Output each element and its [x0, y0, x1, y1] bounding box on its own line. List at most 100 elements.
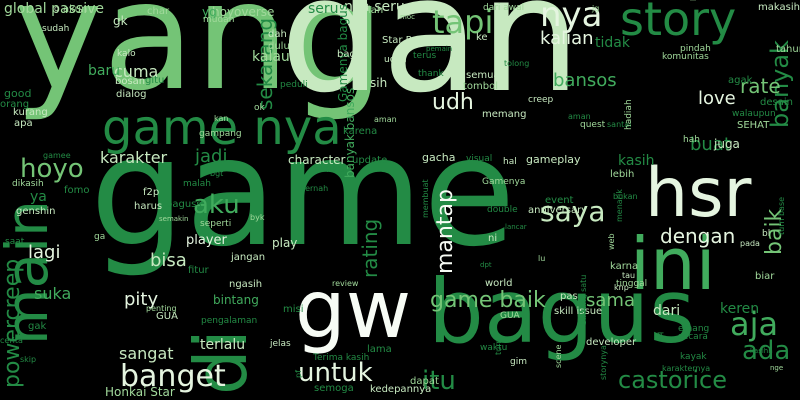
cloud-word: mudah [203, 15, 235, 25]
cloud-word: yang [14, 0, 385, 124]
cloud-word: biar [755, 271, 775, 282]
cloud-word: ya [30, 189, 47, 205]
cloud-word: ga [94, 232, 106, 242]
cloud-word: nge [770, 364, 784, 372]
cloud-word: bisa [150, 250, 187, 271]
cloud-word: memang [482, 109, 527, 120]
cloud-word: bintang satu [579, 274, 588, 325]
cloud-word: semakin [159, 215, 189, 223]
cloud-word: update [352, 155, 388, 166]
cloud-word: play [272, 236, 298, 250]
cloud-word: double [487, 205, 518, 215]
cloud-word: hsr [645, 154, 752, 233]
cloud-word: RPG [326, 165, 345, 175]
cloud-word: jangan [231, 252, 266, 263]
cloud-word: pernah [300, 184, 329, 193]
cloud-word: web [607, 233, 616, 250]
cloud-word: GUA [156, 311, 178, 322]
cloud-word: banyak bansos [343, 87, 357, 178]
cloud-word: visual [466, 154, 493, 164]
cloud-word: karena [343, 126, 378, 137]
cloud-word: hah [683, 135, 700, 145]
cloud-word: misi [283, 304, 304, 315]
cloud-word: ni [488, 233, 498, 244]
cloud-word: Honkai Star [105, 385, 175, 399]
cloud-word: f2p [143, 187, 160, 198]
cloud-word: aku [193, 190, 240, 220]
cloud-word: kalau [252, 49, 290, 65]
cloud-word: cerita [0, 336, 23, 345]
cloud-word: gacha [422, 151, 456, 164]
cloud-word: juga [714, 137, 740, 151]
cloud-word: dari awal [483, 3, 525, 13]
cloud-word: kalo [117, 49, 136, 59]
cloud-word: aja [730, 305, 779, 343]
cloud-word: karakter [100, 148, 168, 167]
cloud-word: hal [503, 157, 517, 167]
cloud-word: knp [614, 283, 629, 292]
cloud-word: skill issue [554, 306, 603, 317]
cloud-word: world [485, 278, 513, 289]
cloud-word: Terima kasih [313, 353, 370, 363]
cloud-word: itu [422, 366, 456, 396]
cloud-word: moc [400, 13, 415, 21]
cloud-word: dialog [116, 89, 147, 100]
cloud-word: membuat [421, 179, 430, 218]
cloud-word: tq [655, 331, 664, 340]
cloud-word: pada [740, 239, 760, 248]
cloud-word: story [620, 0, 737, 46]
cloud-word: gw [295, 263, 412, 356]
cloud-word: bagi [337, 49, 359, 60]
cloud-word: menarik [615, 189, 624, 222]
cloud-word: bukan [613, 192, 638, 201]
cloud-word: aman [374, 115, 397, 124]
cloud-word: pity [124, 289, 159, 310]
cloud-word: Star Rail [382, 35, 425, 46]
cloud-word: malah [183, 179, 212, 189]
cloud-word: bintang [213, 293, 259, 307]
cloud-word: dan [280, 0, 582, 128]
cloud-word: tau [622, 271, 636, 280]
cloud-word: apa [14, 118, 33, 129]
cloud-word: gk [113, 14, 128, 28]
cloud-word: desain [760, 97, 793, 108]
cloud-word: skip [20, 355, 37, 364]
cloud-word: dari [653, 303, 681, 319]
cloud-word: turn [494, 338, 503, 355]
cloud-word: lagi [28, 242, 61, 263]
cloud-word: dulu [268, 41, 290, 52]
cloud-word: penting [146, 304, 177, 313]
cloud-word: tidak [595, 35, 630, 51]
cloud-word: terlalu [200, 337, 246, 353]
cloud-word: bagus [428, 260, 696, 363]
cloud-word: komunitas [662, 52, 709, 62]
cloud-word: semua [466, 70, 500, 81]
cloud-word: peduli [280, 80, 308, 90]
cloud-word: baru [88, 63, 121, 79]
cloud-word: SEHAT [737, 120, 770, 131]
cloud-word: jg [592, 4, 600, 13]
cloud-word: character [288, 153, 346, 167]
cloud-word: cuma [114, 62, 159, 81]
cloud-word: powercreep [0, 258, 25, 388]
cloud-word: waktu [480, 343, 508, 353]
cloud-word: tinggal [616, 279, 648, 289]
cloud-word: udh [432, 90, 474, 115]
cloud-word: tolong [504, 59, 530, 68]
cloud-word: turn base [777, 196, 786, 235]
cloud-word: tapi [432, 3, 494, 41]
cloud-word: GUA [500, 311, 520, 321]
cloud-word: fitur [188, 265, 209, 276]
cloud-word: tahun [776, 44, 800, 55]
cloud-word: keren [720, 301, 760, 317]
cloud-word: udah [384, 55, 407, 65]
cloud-word: sudah [42, 24, 70, 34]
cloud-word: kasihh [750, 347, 773, 355]
cloud-word: kayak [680, 352, 707, 362]
cloud-word: saya [540, 195, 606, 228]
cloud-word: banget [120, 359, 226, 394]
cloud-word: fomo [64, 185, 90, 196]
cloud-word: pas [560, 291, 578, 302]
cloud-word: ada [742, 336, 791, 366]
cloud-word: hoyoverse [212, 5, 275, 19]
